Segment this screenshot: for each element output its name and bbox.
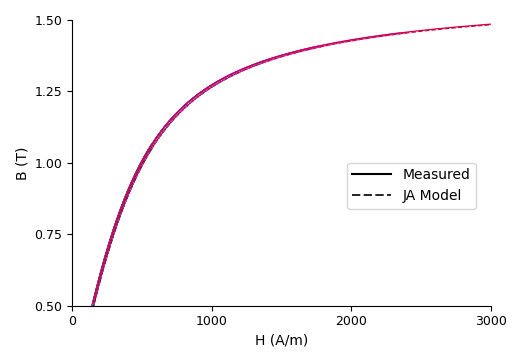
Y-axis label: B (T): B (T): [15, 146, 29, 180]
X-axis label: H (A/m): H (A/m): [255, 334, 309, 348]
Legend: Measured, JA Model: Measured, JA Model: [347, 163, 476, 209]
